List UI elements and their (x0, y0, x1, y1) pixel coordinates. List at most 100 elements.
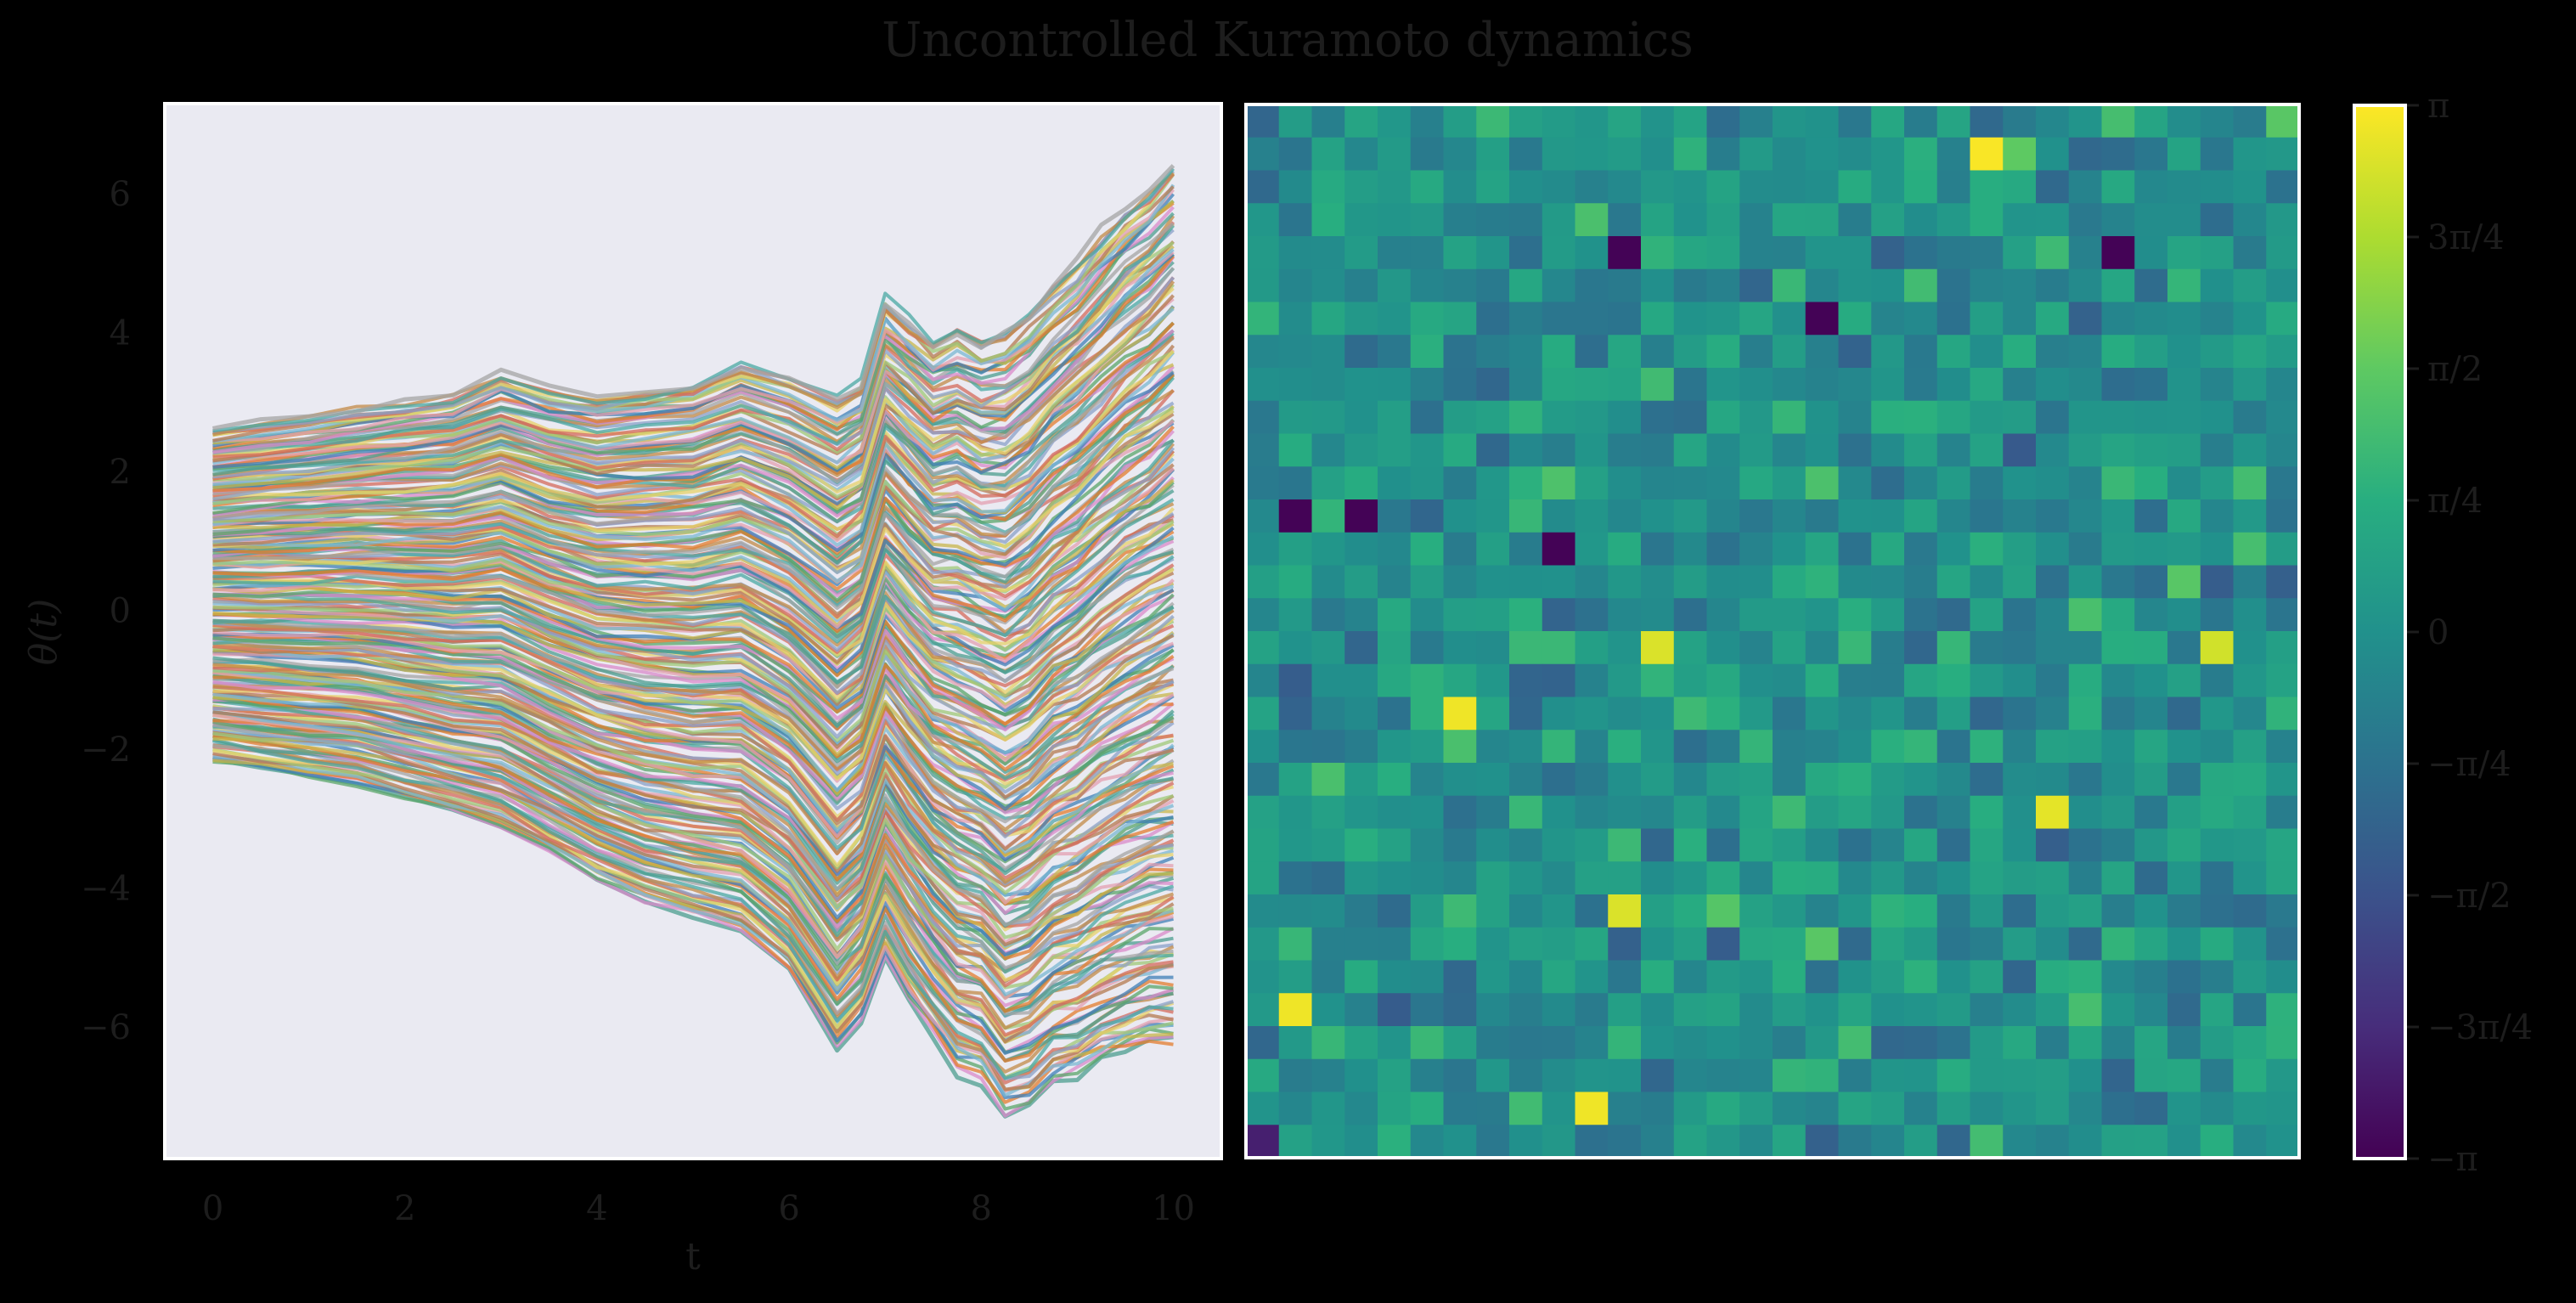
heatmap-cell (1641, 730, 1675, 764)
heatmap-cell (1575, 663, 1609, 698)
heatmap-cell (1410, 828, 1445, 862)
heatmap-cell (2134, 236, 2168, 270)
heatmap-cell (1311, 532, 1345, 567)
heatmap-cell (1739, 565, 1773, 599)
heatmap-cell (1476, 763, 1510, 797)
heatmap-cell (1278, 499, 1313, 533)
heatmap-cell (1575, 697, 1609, 730)
heatmap-cell (2101, 828, 2135, 862)
heatmap-cell (2068, 368, 2103, 402)
heatmap-cell (2266, 697, 2300, 730)
heatmap-cell (1805, 993, 1840, 1027)
heatmap-cell (1246, 1091, 1280, 1125)
x-axis-ticks: 0 2 4 6 8 10 (202, 1189, 1195, 1228)
heatmap-cell (1608, 268, 1642, 303)
heatmap-cell (1278, 565, 1313, 599)
heatmap-cell (1410, 104, 1445, 138)
heatmap-cell (1706, 565, 1740, 599)
heatmap-cell (2068, 104, 2103, 138)
heatmap-cell (1805, 730, 1840, 764)
heatmap-cell (2134, 861, 2168, 895)
series-line (212, 674, 1175, 906)
heatmap-cell (2167, 499, 2201, 533)
heatmap-cell (1706, 335, 1740, 369)
heatmap-cell (1509, 104, 1543, 138)
heatmap-cell (1871, 1091, 1905, 1125)
heatmap-cell (1443, 565, 1477, 599)
heatmap-cell (2068, 598, 2103, 632)
heatmap-cell (1641, 433, 1675, 467)
heatmap-cell (1641, 268, 1675, 303)
heatmap-cell (1673, 104, 1708, 138)
heatmap-cell (1344, 960, 1378, 994)
heatmap-cell (1838, 137, 1872, 172)
heatmap-cell (2068, 565, 2103, 599)
heatmap-cell (2068, 203, 2103, 237)
heatmap-cell (1509, 532, 1543, 567)
heatmap-cell (1278, 368, 1313, 402)
heatmap-cell (1311, 894, 1345, 928)
heatmap-cell (1904, 861, 1938, 895)
heatmap-cell (1871, 302, 1905, 336)
heatmap-cell (2200, 598, 2235, 632)
heatmap-cell (1311, 763, 1345, 797)
heatmap-cell (1344, 1058, 1378, 1093)
heatmap-cell (1773, 598, 1807, 632)
heatmap-cell (1344, 104, 1378, 138)
heatmap-cell (1344, 697, 1378, 730)
series-line (212, 734, 1174, 1063)
heatmap-cell (1509, 137, 1543, 172)
x-tick-label: 4 (586, 1189, 607, 1228)
heatmap-cell (1706, 203, 1740, 237)
heatmap-cell (1509, 433, 1543, 467)
heatmap-cell (1706, 236, 1740, 270)
heatmap-cell (2003, 993, 2037, 1027)
heatmap-cell (2167, 104, 2201, 138)
heatmap-cell (2200, 368, 2235, 402)
heatmap-cell (1608, 368, 1642, 402)
heatmap-cell (1773, 400, 1807, 435)
heatmap-cell (1509, 828, 1543, 862)
heatmap-cell (2200, 631, 2235, 665)
heatmap-cell (1410, 170, 1445, 204)
heatmap-cell (1904, 993, 1938, 1027)
heatmap-cell (1246, 236, 1280, 270)
heatmap-cell (1706, 1026, 1740, 1060)
heatmap-cell (1871, 828, 1905, 862)
heatmap-cell (2134, 598, 2168, 632)
heatmap-cell (2036, 104, 2070, 138)
heatmap-cell (1838, 631, 1872, 665)
heatmap-cell (1641, 170, 1675, 204)
heatmap-cell (1871, 433, 1905, 467)
heatmap-cell (2200, 1058, 2235, 1093)
heatmap-cell (1311, 1125, 1345, 1159)
heatmap-cell (1706, 763, 1740, 797)
heatmap-cell (1608, 828, 1642, 862)
heatmap-cell (1706, 993, 1740, 1027)
colorbar-tick-label: −3π/4 (2427, 1008, 2533, 1047)
heatmap-cell (1805, 795, 1840, 830)
heatmap-cell (2101, 368, 2135, 402)
heatmap-cell (1344, 466, 1378, 500)
heatmap-cell (2200, 499, 2235, 533)
heatmap-cell (1542, 927, 1576, 962)
heatmap-cell (1608, 104, 1642, 138)
series-line (212, 425, 1175, 591)
heatmap-cell (1805, 203, 1840, 237)
heatmap-cell (2068, 993, 2103, 1027)
heatmap-cell (2167, 927, 2201, 962)
heatmap-cell (1970, 104, 2004, 138)
heatmap-cell (1278, 795, 1313, 830)
heatmap-cell (1739, 335, 1773, 369)
heatmap-cell (1773, 960, 1807, 994)
heatmap-cell (1575, 170, 1609, 204)
series-line (212, 659, 1174, 873)
series-line (212, 714, 1174, 1001)
heatmap-cell (1443, 894, 1477, 928)
heatmap-cell (1278, 697, 1313, 730)
y-axis-ticks: −6 −4 −2 0 2 4 6 (81, 175, 131, 1047)
heatmap-cell (1904, 236, 1938, 270)
heatmap-cell (2068, 795, 2103, 830)
heatmap-cell (1838, 697, 1872, 730)
